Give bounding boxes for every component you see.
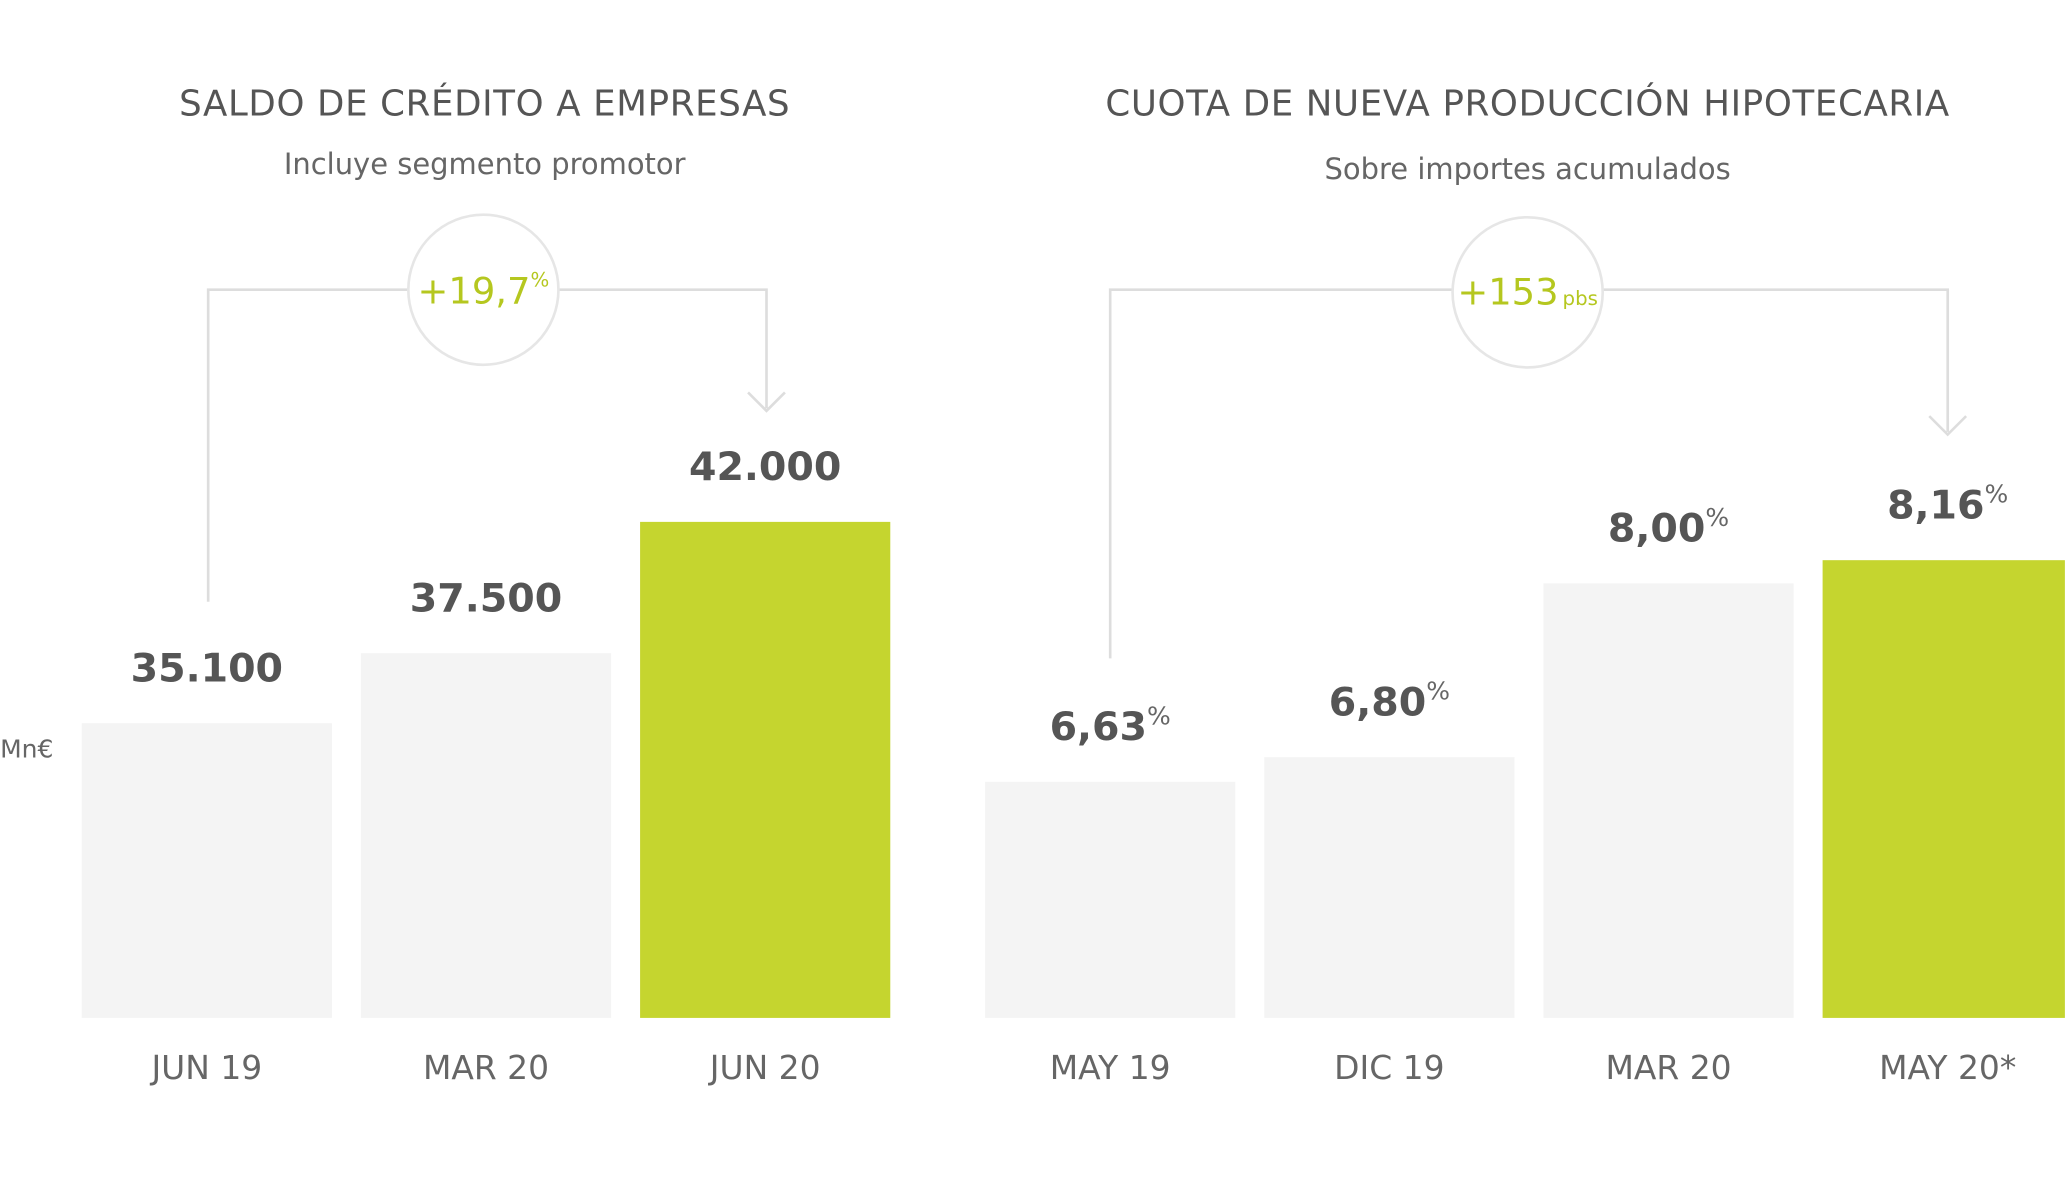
data-label: 42.000	[689, 444, 841, 490]
bar	[1822, 560, 2065, 1018]
annotation-unit: %	[530, 268, 549, 291]
data-label-unit: %	[1147, 701, 1171, 730]
data-label-unit: %	[1426, 677, 1450, 706]
data-label: 37.500	[410, 575, 562, 621]
data-label-unit: %	[1985, 480, 2009, 509]
annotation-value: +19,7	[418, 269, 531, 312]
x-tick-label: MAY 19	[1050, 1048, 1171, 1087]
bar	[1543, 583, 1794, 1018]
chart-subtitle: Incluye segmento promotor	[284, 147, 686, 181]
x-tick-label: JUN 20	[708, 1048, 821, 1087]
data-label-value: 37.500	[410, 575, 562, 621]
x-tick-label: JUN 19	[149, 1048, 262, 1087]
data-label-value: 6,63	[1050, 704, 1147, 750]
chart-title: SALDO DE CRÉDITO A EMPRESAS	[179, 82, 790, 124]
bar	[985, 781, 1236, 1018]
x-tick-label: MAY 20*	[1879, 1048, 2016, 1087]
data-label: 6,63%	[1050, 701, 1171, 749]
data-label-value: 8,16	[1887, 482, 1984, 528]
bar	[1264, 757, 1515, 1018]
bracket	[1108, 288, 1968, 659]
bar	[81, 723, 332, 1018]
data-label: 8,00%	[1608, 503, 1729, 551]
data-label-value: 42.000	[689, 444, 841, 490]
annotation: +19,7%	[418, 268, 550, 312]
y-axis-label: Mn€	[0, 735, 53, 764]
annotation-circle	[407, 213, 560, 367]
data-label-value: 6,80	[1329, 679, 1426, 725]
bar	[360, 653, 612, 1018]
chart-title: CUOTA DE NUEVA PRODUCCIÓN HIPOTECARIA	[1105, 82, 1950, 124]
x-tick-label: MAR 20	[1605, 1048, 1731, 1087]
data-label: 6,80%	[1329, 677, 1450, 725]
x-tick-label: DIC 19	[1334, 1048, 1444, 1087]
data-label: 35.100	[131, 645, 283, 691]
annotation-circle	[1451, 215, 1605, 369]
x-tick-label: MAR 20	[423, 1048, 549, 1087]
annotation-value: +153	[1457, 270, 1558, 313]
bracket	[206, 288, 786, 602]
data-label-value: 8,00	[1608, 505, 1705, 551]
data-label: 8,16%	[1887, 480, 2008, 528]
bar	[640, 521, 891, 1018]
annotation: +153 pbs	[1457, 270, 1598, 313]
annotation-unit: pbs	[1563, 286, 1598, 309]
data-label-value: 35.100	[131, 645, 283, 691]
data-label-unit: %	[1705, 503, 1729, 532]
chart-subtitle: Sobre importes acumulados	[1325, 152, 1731, 186]
